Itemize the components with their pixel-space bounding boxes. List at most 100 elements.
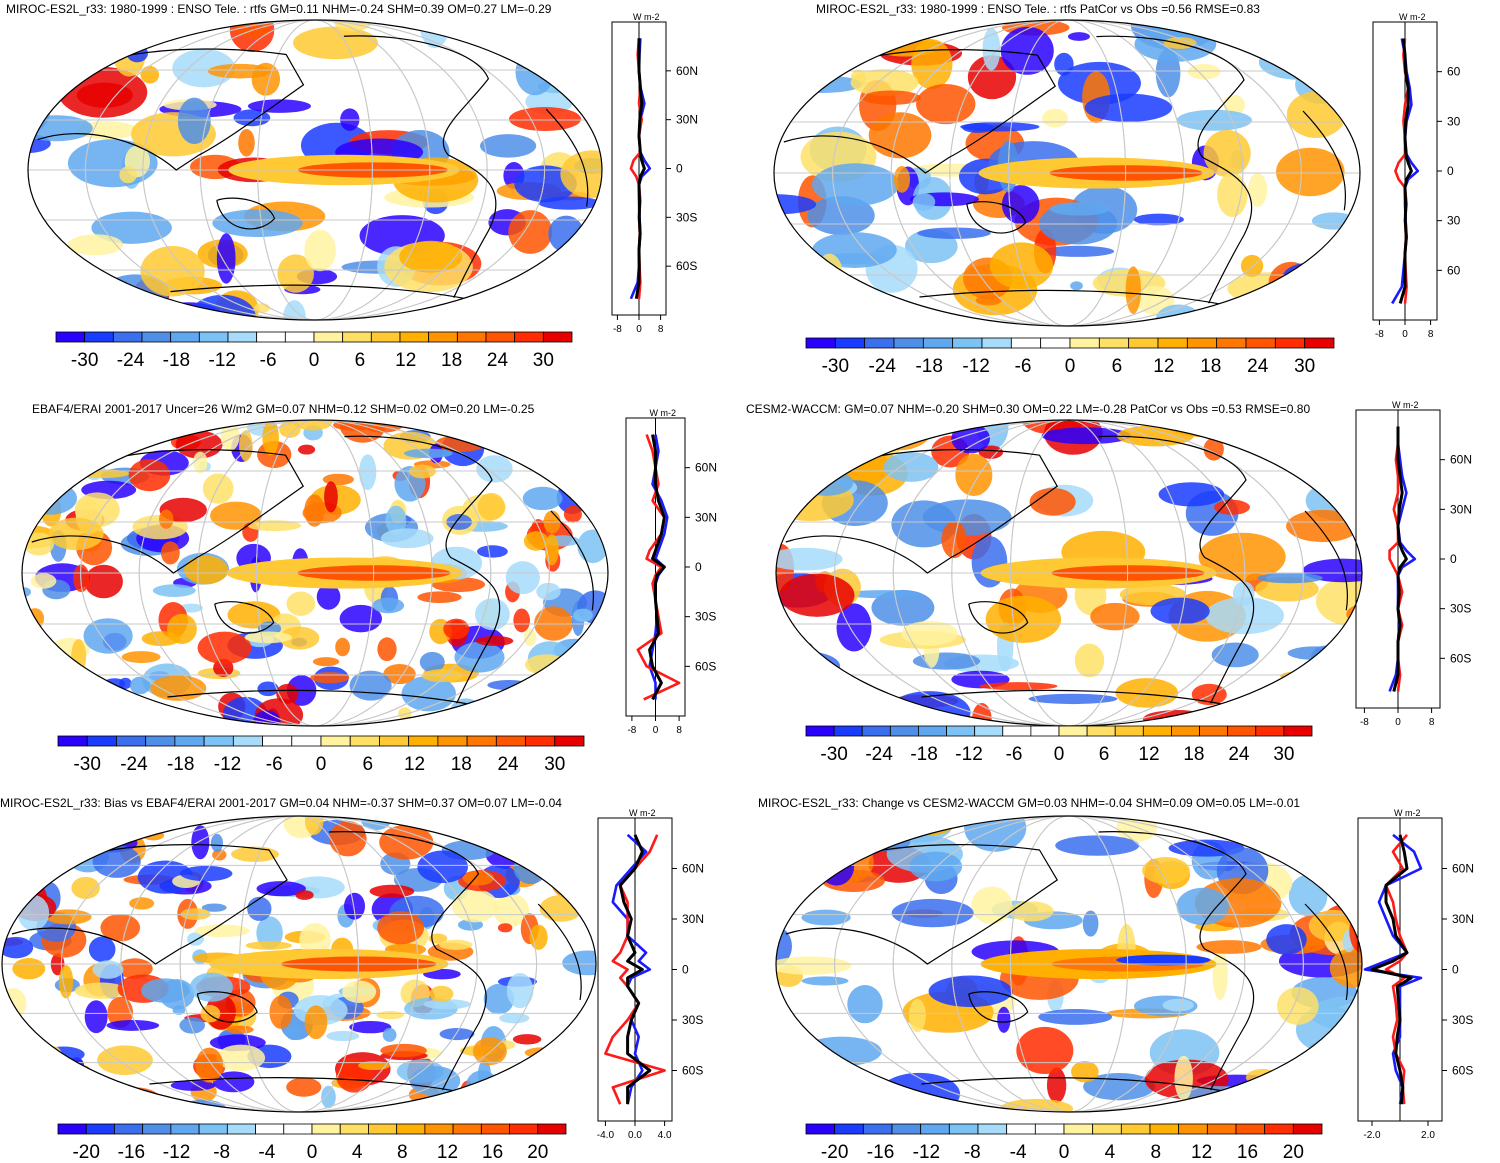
anomaly-patch: [774, 298, 847, 326]
anomaly-patch: [55, 693, 98, 713]
anomaly-patch: [304, 229, 336, 272]
anomaly-patch: [812, 163, 899, 206]
anomaly-patch: [912, 193, 936, 211]
anomaly-patch: [428, 933, 448, 944]
anomaly-patch: [226, 1025, 254, 1034]
y-tick-label: 30N: [1452, 912, 1474, 926]
units-label: W m-2: [1399, 12, 1426, 22]
colorbar-swatch: [974, 725, 1004, 737]
zonal-line-total: [648, 434, 666, 701]
anomaly-patch: [117, 295, 183, 320]
anomaly-patch: [442, 708, 457, 726]
units-label: W m-2: [650, 408, 677, 418]
colorbar-label: 18: [441, 350, 462, 371]
anomaly-patch: [172, 49, 236, 88]
anomaly-patch: [382, 1027, 397, 1042]
anomaly-patch: [28, 50, 80, 83]
anomaly-patch: [1041, 427, 1132, 445]
anomaly-patch: [160, 541, 180, 565]
anomaly-patch: [119, 166, 137, 184]
map-4: [775, 419, 1363, 727]
y-tick-label: 30S: [1450, 602, 1471, 616]
colorbar-swatch: [283, 1123, 313, 1135]
anomaly-patch: [329, 821, 367, 857]
anomaly-patch: [121, 651, 161, 663]
map-outline: [1, 815, 597, 1113]
anomaly-patch: [141, 978, 190, 1003]
colorbar-swatch: [466, 735, 497, 747]
colorbar-swatch: [893, 337, 924, 349]
anomaly-patch: [132, 710, 179, 726]
anomaly-patch: [551, 864, 594, 900]
colorbar-swatch: [485, 331, 516, 343]
anomaly-patch: [562, 658, 594, 693]
colorbar-label: -12: [214, 754, 241, 775]
anomaly-patch: [376, 1011, 404, 1020]
anomaly-patch: [801, 976, 849, 986]
colorbar-swatch: [1245, 337, 1276, 349]
anomaly-patch: [1155, 304, 1201, 326]
anomaly-patch: [256, 916, 283, 950]
colorbar-swatch: [1178, 1123, 1208, 1135]
anomaly-patch: [399, 240, 463, 273]
anomaly-patch: [1286, 509, 1360, 543]
anomaly-patch: [1300, 442, 1336, 475]
anomaly-patch: [202, 473, 234, 504]
colorbar-swatch: [342, 331, 372, 343]
anomaly-patch: [24, 436, 74, 461]
anomaly-patch: [1258, 44, 1340, 80]
anomaly-patch: [1090, 602, 1140, 631]
y-tick-label: 60N: [676, 64, 698, 78]
colorbar-label: 12: [1138, 744, 1159, 765]
y-tick-label: 60N: [695, 461, 717, 475]
anomaly-patch: [403, 448, 453, 459]
anomaly-patch: [452, 889, 498, 923]
graticule: [2, 816, 596, 1112]
anomaly-patch: [776, 650, 841, 682]
anomaly-patch: [299, 923, 331, 958]
anomaly-patch: [89, 1082, 109, 1093]
y-tick-label: 0: [1452, 963, 1459, 977]
colorbar-swatch: [1086, 725, 1116, 737]
colorbar-swatch: [1227, 725, 1257, 737]
x-tick-label: 0: [636, 324, 642, 335]
colorbar-swatch: [142, 1123, 172, 1135]
anomaly-patch: [543, 816, 562, 829]
anomaly-patch: [1249, 20, 1340, 49]
units-label: W m-2: [1392, 400, 1419, 410]
anomaly-patch: [2, 936, 34, 959]
anomaly-patch: [1332, 858, 1345, 884]
anomaly-patch: [553, 450, 606, 473]
map-2: [773, 19, 1361, 327]
anomaly-patch: [508, 107, 582, 131]
zonal-line-total: [634, 38, 646, 299]
anomaly-patch: [847, 984, 883, 1024]
colorbar-swatch: [57, 1123, 87, 1135]
anomaly-patch: [372, 597, 405, 614]
panel-title: MIROC-ES2L_r33: 1980-1999 : ENSO Tele. :…: [816, 2, 1260, 16]
colorbar-swatch: [1283, 725, 1313, 737]
anomaly-patch: [1055, 835, 1140, 856]
x-tick-label: -8: [613, 324, 622, 335]
anomaly-patch: [1176, 109, 1253, 131]
anomaly-patch: [850, 68, 919, 96]
anomaly-patch: [901, 620, 958, 646]
zonal-line-nh: [611, 833, 652, 1105]
anomaly-patch: [30, 439, 86, 459]
colorbar-label: -6: [266, 754, 283, 775]
anomaly-patch: [179, 865, 233, 882]
anomaly-patch: [524, 1047, 557, 1058]
colorbar-swatch: [1255, 725, 1285, 737]
anomaly-patch: [779, 573, 855, 617]
colorbar-label: 4: [1105, 1142, 1116, 1163]
zonal-plot-3: W m-2 60N 30N 0 30S 60S -8 0 8: [625, 408, 717, 736]
y-tick-label: 30N: [695, 510, 717, 524]
anomaly-patch: [293, 420, 333, 431]
anomaly-patch: [443, 618, 470, 640]
y-tick-label: 30S: [682, 1013, 703, 1027]
anomaly-patch: [1029, 487, 1076, 516]
colorbar-swatch: [114, 1123, 144, 1135]
anomaly-patch: [23, 816, 45, 841]
map-1: [27, 19, 603, 321]
anomaly-patch: [967, 55, 1017, 100]
